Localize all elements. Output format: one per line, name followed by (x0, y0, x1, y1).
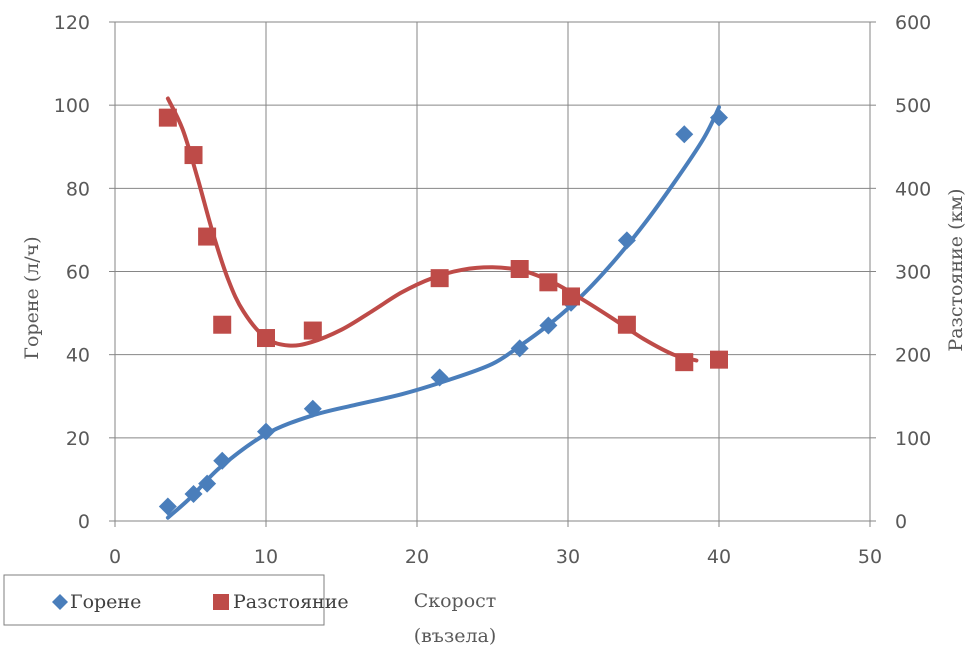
data-point-square (213, 315, 232, 334)
right-y-tick-label: 300 (895, 262, 931, 284)
data-point-diamond (158, 497, 177, 516)
left-y-tick-label: 40 (66, 345, 90, 367)
x-tick-label: 50 (858, 546, 882, 568)
data-point-square (510, 260, 529, 279)
left-y-tick-label: 60 (66, 262, 90, 284)
x-tick-label: 10 (254, 546, 278, 568)
series-layer (158, 96, 728, 520)
legend: Горене Разстояние (3, 574, 349, 626)
legend-label-burn: Горене (70, 591, 141, 613)
data-point-square (430, 269, 449, 288)
x-tick-label: 30 (556, 546, 580, 568)
left-y-axis-title: Горене (л/ч) (21, 236, 43, 359)
right-y-tick-label: 600 (895, 12, 931, 34)
data-point-diamond (213, 451, 232, 470)
data-point-square (257, 329, 275, 348)
legend-diamond-marker (52, 594, 68, 610)
grid-lines (115, 21, 871, 521)
axes (109, 21, 876, 527)
right-y-tick-label: 500 (895, 95, 931, 117)
right-y-tick-label: 100 (895, 428, 931, 450)
left-y-axis-tick-labels: 0 20 40 60 80 100 120 (54, 12, 90, 533)
data-point-diamond (539, 316, 558, 335)
trend-line-series-2 (165, 96, 699, 363)
left-y-tick-label: 120 (54, 12, 90, 34)
right-y-tick-label: 0 (895, 511, 907, 533)
data-point-diamond (710, 108, 728, 127)
right-y-tick-label: 400 (895, 178, 931, 200)
data-point-diamond (198, 474, 217, 493)
left-y-tick-label: 100 (54, 95, 90, 117)
data-point-square (198, 227, 217, 246)
legend-square-marker (213, 594, 229, 610)
right-y-axis-title: Разстояние (км) (945, 188, 967, 351)
data-point-diamond (257, 422, 275, 441)
right-y-tick-label: 200 (895, 345, 931, 367)
data-point-diamond (510, 339, 529, 358)
data-point-square (617, 315, 636, 334)
data-point-square (710, 350, 728, 369)
data-point-square (675, 353, 694, 372)
x-axis-title-line-1: Скорост (414, 590, 497, 612)
x-tick-label: 40 (707, 546, 731, 568)
legend-label-distance: Разстояние (233, 591, 349, 613)
data-point-square (158, 108, 177, 127)
x-tick-label: 0 (109, 546, 121, 568)
data-point-square (539, 273, 558, 292)
data-point-square (184, 146, 203, 165)
data-point-diamond (430, 368, 449, 387)
data-point-diamond (303, 399, 322, 418)
left-y-tick-label: 20 (66, 428, 90, 450)
right-y-axis-tick-labels: 0 100 200 300 400 500 600 (895, 12, 931, 533)
x-tick-label: 20 (405, 546, 429, 568)
data-point-square (303, 321, 322, 340)
trend-line-series-1 (165, 105, 721, 520)
data-point-diamond (184, 484, 203, 503)
data-point-diamond (675, 125, 694, 144)
x-axis-title-line-2: (възела) (414, 625, 497, 647)
left-y-tick-label: 0 (78, 511, 90, 533)
data-point-diamond (617, 231, 636, 250)
series-2 (158, 96, 728, 372)
left-y-tick-label: 80 (66, 178, 90, 200)
data-point-square (562, 287, 581, 306)
x-axis-tick-labels: 0 10 20 30 40 50 (109, 546, 882, 568)
